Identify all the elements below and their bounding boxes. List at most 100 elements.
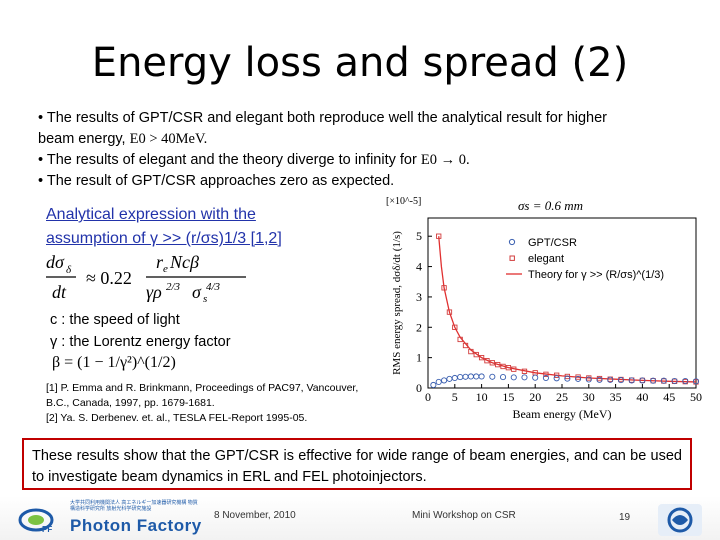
data-point-gpt-csr xyxy=(575,375,582,382)
svg-text:Ncβ: Ncβ xyxy=(169,252,199,272)
data-point-gpt-csr xyxy=(617,377,625,384)
legend-label-theory: Theory for γ >> (R/σs)^(1/3) xyxy=(528,269,664,281)
svg-text:s: s xyxy=(203,293,207,305)
data-point-gpt-csr xyxy=(553,375,560,382)
bullet-1-line-2: beam energy, E0 > 40MeV. xyxy=(38,129,698,150)
bullet-1-math: E0 > 40MeV. xyxy=(129,131,208,147)
data-point-gpt-csr xyxy=(441,377,448,384)
x-tick-label: 5 xyxy=(452,390,458,404)
data-point-elegant xyxy=(484,358,490,364)
data-point-elegant xyxy=(473,351,479,358)
footer xyxy=(0,496,720,540)
data-point-gpt-csr xyxy=(596,376,603,383)
chart-annotation: σs = 0.6 mm xyxy=(518,198,583,213)
data-point-elegant xyxy=(436,233,442,239)
data-point-gpt-csr xyxy=(682,377,689,385)
org-japanese-name: 大学共同利用機関法人 高エネルギー加速器研究機構 物質構造科学研究所 放射光科学… xyxy=(70,500,198,512)
bullet-list: • The results of GPT/CSR and elegant bot… xyxy=(38,108,698,192)
svg-text:e: e xyxy=(163,263,168,275)
data-point-elegant xyxy=(446,309,453,315)
x-tick-label: 10 xyxy=(476,390,488,404)
x-tick-label: 15 xyxy=(502,390,514,404)
beta-formula: β = (1 − 1/γ²)^(1/2) xyxy=(52,354,176,371)
data-point-elegant xyxy=(564,373,571,380)
data-point-gpt-csr xyxy=(671,377,678,385)
photon-factory-logo-icon: PF xyxy=(18,508,54,534)
reference-2: [2] Ya. S. Derbenev. et. al., TESLA FEL-… xyxy=(46,412,308,424)
bullet-2-text: • The results of elegant and the theory … xyxy=(38,152,421,168)
x-tick-label: 0 xyxy=(425,390,431,404)
legend-label-elegant: elegant xyxy=(528,253,564,265)
bullet-1-line-2-text: beam energy, xyxy=(38,131,130,147)
data-point-gpt-csr xyxy=(430,381,437,389)
data-point-gpt-csr xyxy=(473,373,480,380)
x-tick-label: 25 xyxy=(556,390,568,404)
footer-event: Mini Workshop on CSR xyxy=(412,510,516,521)
y-tick-label: 1 xyxy=(416,351,422,365)
data-point-gpt-csr xyxy=(650,377,657,384)
data-point-elegant xyxy=(441,285,447,291)
svg-text:dσ: dσ xyxy=(46,252,65,272)
data-point-gpt-csr xyxy=(585,376,592,383)
y-tick-label: 3 xyxy=(416,290,422,304)
data-point-gpt-csr xyxy=(489,373,496,380)
analytic-heading-line-2: assumption of γ >> (r/σs)1/3 [1,2] xyxy=(46,230,282,247)
data-point-gpt-csr xyxy=(532,374,539,381)
symbol-c: c : the speed of light xyxy=(50,312,180,328)
svg-text:σ: σ xyxy=(192,282,202,302)
data-point-elegant xyxy=(452,324,458,330)
data-point-elegant xyxy=(489,360,495,366)
symbol-gamma: γ : the Lorentz energy factor xyxy=(50,334,231,350)
y-tick-label: 5 xyxy=(416,229,422,243)
bullet-1-line-1: • The results of GPT/CSR and elegant bot… xyxy=(38,110,607,126)
data-point-elegant xyxy=(457,336,463,343)
legend-marker-elegant xyxy=(509,255,515,261)
legend-label-gpt-csr: GPT/CSR xyxy=(528,237,577,249)
analytic-heading: Analytical expression with the assumptio… xyxy=(46,203,282,251)
bullet-3: • The result of GPT/CSR approaches zero … xyxy=(38,173,395,189)
svg-text:δ: δ xyxy=(66,264,72,276)
x-axis-label: Beam energy (MeV) xyxy=(512,407,611,421)
svg-text:2/3: 2/3 xyxy=(166,281,181,293)
bullet-2-math: E0 → 0. xyxy=(420,152,470,168)
x-tick-label: 45 xyxy=(663,390,675,404)
footer-date: 8 November, 2010 xyxy=(214,510,296,521)
data-point-elegant xyxy=(521,368,528,374)
data-point-gpt-csr xyxy=(435,378,442,385)
y-axis-label: RMS energy spread, dσδ/dt (1/s) xyxy=(391,231,403,375)
x-tick-label: 30 xyxy=(583,390,595,404)
data-point-gpt-csr xyxy=(457,374,464,381)
x-tick-label: 50 xyxy=(690,390,702,404)
symbol-definitions: c : the speed of light γ : the Lorentz e… xyxy=(50,309,231,353)
slide-title: Energy loss and spread (2) xyxy=(91,40,629,86)
reference-1-line-1: [1] P. Emma and R. Brinkmann, Proceeding… xyxy=(46,382,359,394)
data-point-gpt-csr xyxy=(521,374,528,381)
svg-text:PF: PF xyxy=(42,525,52,534)
data-point-gpt-csr xyxy=(467,373,474,380)
x-tick-label: 20 xyxy=(529,390,541,404)
y-scale-label: [×10^-5] xyxy=(386,196,421,207)
org-name: Photon Factory xyxy=(70,516,202,535)
reference-1-line-2: B.C., Canada, 1997, pp. 1679-1681. xyxy=(46,397,215,409)
y-tick-label: 2 xyxy=(416,320,422,334)
data-point-gpt-csr xyxy=(542,374,549,382)
conclusion-text: These results show that the GPT/CSR is e… xyxy=(32,448,682,485)
series-line-theory xyxy=(438,236,697,383)
bullet-2: • The results of elegant and the theory … xyxy=(38,150,698,171)
svg-text:r: r xyxy=(156,252,164,272)
data-point-gpt-csr xyxy=(660,377,667,384)
data-point-elegant xyxy=(505,365,512,371)
data-point-gpt-csr xyxy=(499,374,507,381)
data-point-elegant xyxy=(468,348,474,355)
analytic-heading-line-1: Analytical expression with the xyxy=(46,206,256,223)
kek-logo-icon xyxy=(658,504,702,536)
data-point-elegant xyxy=(495,361,501,368)
data-point-gpt-csr xyxy=(451,374,458,382)
data-point-gpt-csr xyxy=(628,377,635,384)
data-point-gpt-csr xyxy=(510,374,517,381)
data-point-elegant xyxy=(511,366,517,372)
data-point-gpt-csr xyxy=(478,373,485,380)
svg-text:γρ: γρ xyxy=(146,282,162,302)
data-point-elegant xyxy=(543,371,549,377)
